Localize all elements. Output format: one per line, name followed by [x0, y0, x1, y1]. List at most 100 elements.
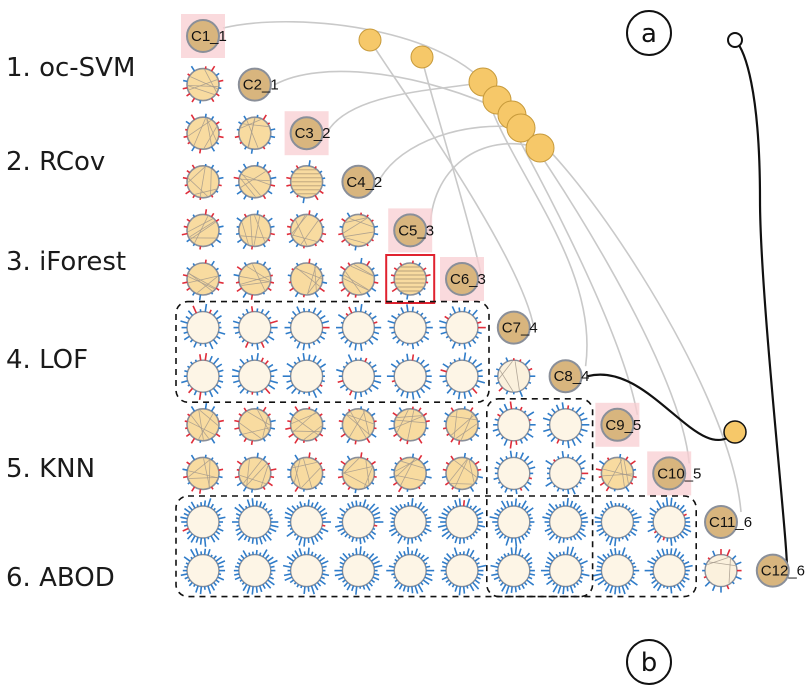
diagonal-cell[interactable] [496, 310, 531, 345]
matrix-cell[interactable] [180, 498, 226, 547]
matrix-cell[interactable] [492, 401, 536, 449]
matrix-cell[interactable] [234, 452, 277, 493]
knn-node[interactable] [723, 420, 747, 444]
matrix-cell[interactable] [183, 113, 224, 154]
matrix-cell[interactable] [388, 498, 432, 545]
diagonal-cell[interactable] [704, 505, 738, 539]
matrix-cell[interactable] [181, 209, 224, 250]
matrix-cell[interactable] [337, 452, 378, 494]
matrix-cell[interactable] [494, 357, 536, 398]
matrix-cell[interactable] [644, 548, 693, 594]
matrix-cell[interactable] [542, 402, 590, 449]
matrix-cell[interactable] [235, 210, 275, 250]
diagonal-cell[interactable] [237, 67, 272, 102]
matrix-cell[interactable] [286, 160, 326, 204]
matrix-cell[interactable] [592, 547, 640, 595]
diagonal-cell[interactable] [755, 553, 790, 588]
matrix-cell[interactable] [489, 498, 535, 547]
matrix-cell[interactable] [386, 353, 432, 400]
matrix-cell[interactable] [287, 258, 328, 298]
matrix-cell[interactable] [338, 212, 379, 251]
matrix-cell[interactable] [234, 114, 276, 154]
cell-bar [339, 556, 346, 562]
matrix-cell[interactable] [490, 546, 536, 595]
cell-bar [186, 530, 191, 535]
matrix-cell[interactable] [181, 353, 224, 400]
cell-bar [673, 548, 678, 556]
matrix-cell[interactable] [339, 257, 379, 298]
cluster-node[interactable] [525, 133, 555, 163]
matrix-cell[interactable] [284, 499, 331, 547]
cell-bar [216, 363, 223, 369]
matrix-cell[interactable] [440, 547, 487, 596]
cell-bar [477, 564, 487, 569]
matrix-cell[interactable] [233, 161, 277, 201]
diagonal-cell[interactable] [548, 359, 583, 394]
diagonal-cell[interactable] [600, 407, 635, 442]
matrix-cell[interactable] [232, 306, 278, 350]
matrix-cell[interactable] [439, 306, 486, 350]
matrix-cell[interactable] [493, 450, 536, 495]
cluster-node[interactable] [358, 28, 382, 52]
matrix-cell[interactable] [338, 406, 377, 445]
matrix-cell[interactable] [232, 498, 279, 545]
matrix-cell[interactable] [233, 260, 275, 300]
matrix-cell[interactable] [389, 453, 432, 493]
matrix-cell[interactable] [285, 406, 327, 444]
matrix-cell[interactable] [545, 451, 589, 495]
matrix-cell[interactable] [647, 497, 692, 546]
matrix-cell[interactable] [182, 163, 224, 200]
cell-bar [199, 354, 202, 361]
matrix-cell[interactable] [595, 453, 637, 493]
matrix-cell[interactable] [282, 353, 327, 399]
matrix-cell[interactable] [233, 549, 278, 595]
matrix-cell[interactable] [182, 65, 224, 104]
matrix-cell[interactable] [441, 452, 484, 493]
matrix-cell[interactable] [439, 352, 486, 400]
matrix-cell[interactable] [180, 303, 226, 350]
cell-bar [289, 579, 295, 584]
matrix-cell[interactable] [335, 499, 384, 545]
diagonal-cell[interactable] [186, 19, 220, 53]
matrix-cell[interactable] [540, 546, 590, 595]
diagonal-cell[interactable] [393, 213, 428, 248]
matrix-cell[interactable] [182, 454, 224, 494]
cell-bar [397, 486, 403, 493]
matrix-cell[interactable] [336, 354, 382, 400]
matrix-cell[interactable] [390, 260, 431, 300]
diagonal-cell[interactable] [341, 164, 376, 199]
matrix-cell[interactable] [282, 547, 330, 595]
cell-bar [319, 413, 323, 417]
matrix-cell[interactable] [594, 500, 642, 547]
cell-bar [235, 232, 240, 236]
diagonal-cell[interactable] [652, 456, 687, 491]
matrix-cell[interactable] [287, 452, 326, 492]
cell-bar [199, 537, 203, 545]
matrix-cell[interactable] [387, 304, 433, 350]
matrix-cell[interactable] [334, 546, 383, 595]
cell-bar [319, 384, 323, 387]
matrix-cell[interactable] [180, 548, 226, 595]
cluster-node[interactable] [410, 45, 434, 69]
diagonal-cell[interactable] [445, 262, 479, 296]
cluster-node[interactable] [506, 113, 536, 143]
matrix-cell[interactable] [284, 306, 330, 351]
matrix-cell[interactable] [388, 406, 430, 445]
cell-bar [262, 114, 267, 121]
selected-cell-box[interactable] [385, 254, 436, 304]
cell-bar [519, 452, 525, 460]
matrix-cell[interactable] [437, 498, 486, 545]
cell-bar [601, 510, 605, 514]
matrix-cell[interactable] [182, 259, 224, 301]
matrix-cell[interactable] [442, 406, 481, 445]
diagonal-cell[interactable] [289, 116, 324, 151]
matrix-cell[interactable] [231, 352, 279, 396]
endpoint-node[interactable] [727, 32, 743, 48]
matrix-cell[interactable] [286, 210, 327, 249]
matrix-cell[interactable] [542, 497, 589, 544]
matrix-cell[interactable] [335, 304, 382, 352]
matrix-cell[interactable] [184, 402, 224, 444]
matrix-cell[interactable] [702, 549, 742, 593]
matrix-cell[interactable] [234, 406, 276, 445]
matrix-cell[interactable] [386, 546, 435, 594]
